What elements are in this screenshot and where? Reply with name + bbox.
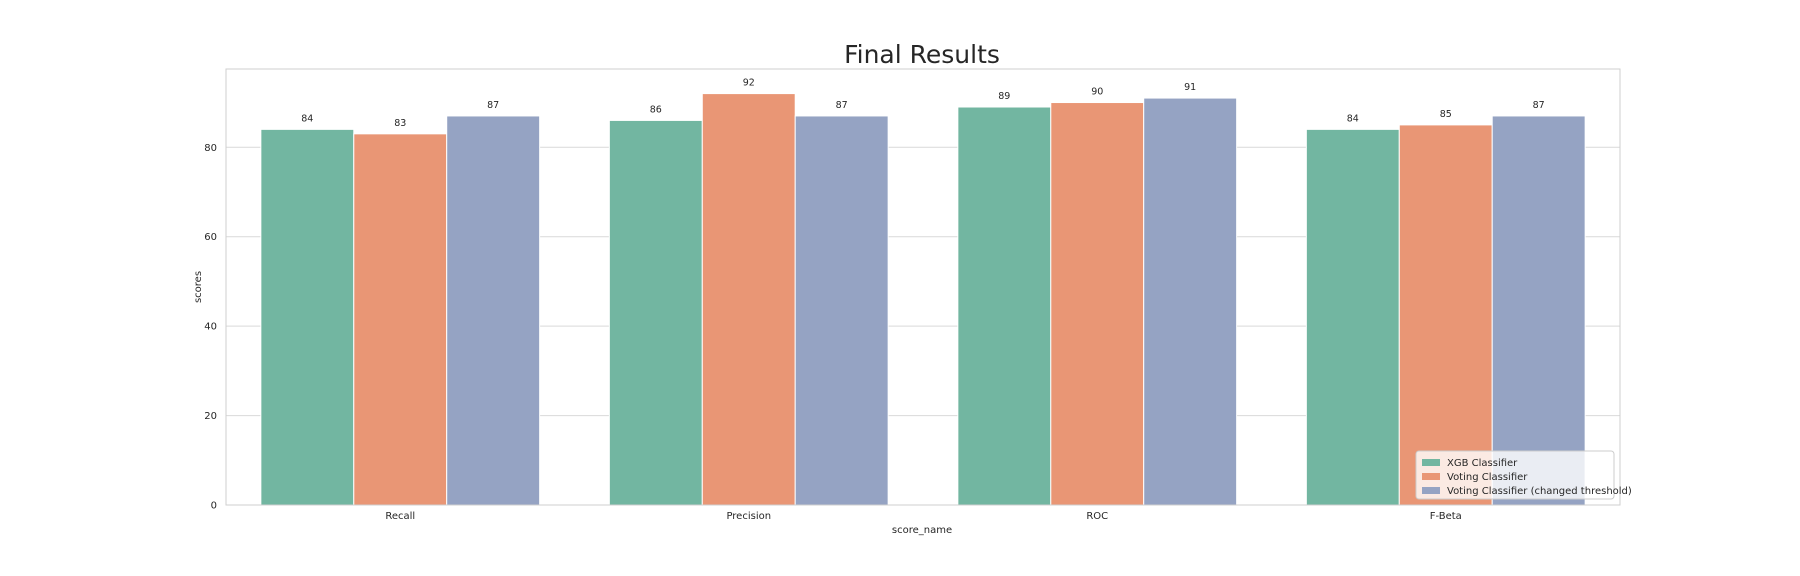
y-axis-label: scores	[193, 271, 204, 303]
y-tick-label: 60	[204, 232, 217, 243]
bar	[353, 133, 448, 506]
bar	[1491, 115, 1586, 506]
bar-value-label: 87	[1533, 100, 1545, 111]
x-axis-label: score_name	[892, 525, 952, 536]
bar	[446, 115, 541, 506]
x-tick-label: ROC	[1086, 511, 1108, 522]
bar-value-label: 92	[743, 78, 755, 89]
bar	[1398, 124, 1493, 506]
bar-value-label: 87	[836, 100, 848, 111]
bar	[608, 119, 703, 506]
legend-swatch	[1422, 487, 1440, 494]
bars	[260, 93, 1586, 506]
legend: XGB Classifier Voting Classifier Voting Cl…	[1415, 450, 1632, 500]
x-tick-label: F-Beta	[1430, 511, 1462, 522]
bar-value-label: 84	[1347, 113, 1359, 124]
y-tick-label: 40	[204, 322, 217, 333]
x-tick-label: Recall	[385, 511, 415, 522]
legend-label: Voting Classifier	[1447, 472, 1528, 483]
bar-value-label: 84	[301, 113, 313, 124]
y-tick-label: 80	[204, 143, 217, 154]
bar-value-label: 87	[487, 100, 499, 111]
y-axis-ticks: 0 20 40 60 80	[204, 143, 217, 512]
legend-swatch	[1422, 459, 1440, 466]
legend-swatch	[1422, 473, 1440, 480]
bar-value-label: 85	[1440, 109, 1452, 120]
legend-label: XGB Classifier	[1447, 458, 1518, 469]
bar	[1305, 128, 1400, 506]
x-axis-ticks: Recall Precision ROC F-Beta	[385, 511, 1461, 522]
y-tick-label: 0	[211, 501, 217, 512]
plot-frame	[225, 68, 1621, 506]
x-tick-label: Precision	[726, 511, 771, 522]
legend-box	[1415, 450, 1615, 500]
bar	[957, 106, 1052, 506]
bar-value-label: 86	[650, 104, 662, 115]
bar	[260, 128, 355, 506]
bar	[1143, 97, 1238, 506]
bar-value-label: 90	[1091, 87, 1103, 98]
y-tick-label: 20	[204, 411, 217, 422]
bar-value-label: 91	[1184, 82, 1196, 93]
bar-value-label: 83	[394, 118, 406, 129]
bar-value-labels: 84 83 87 86 92 87 89 90 91 84 85 87	[301, 78, 1544, 129]
legend-label: Voting Classifier (changed threshold)	[1447, 486, 1632, 497]
bar	[701, 93, 796, 506]
chart-title: Final Results	[844, 40, 1000, 69]
bar	[1050, 102, 1145, 506]
bar-value-label: 89	[998, 91, 1010, 102]
bar	[794, 115, 889, 506]
